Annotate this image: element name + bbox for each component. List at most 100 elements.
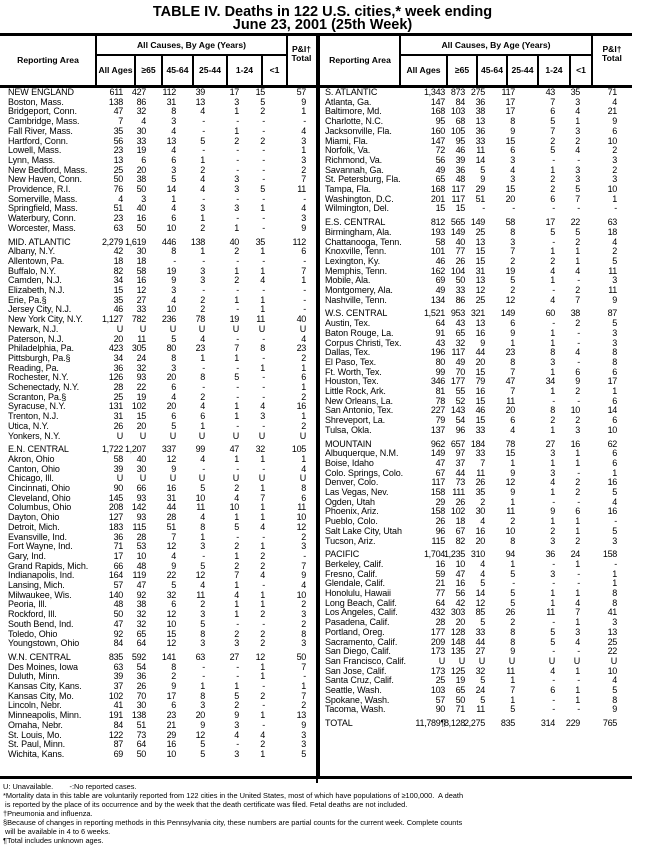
- table-row: Canton, Ohio 39 30 9- - -4: [0, 464, 645, 475]
- age-65-plus-cell: 303: [450, 607, 465, 618]
- age-25-44-cell: 9: [510, 125, 515, 136]
- pi-total-cell: -: [303, 193, 306, 204]
- age-25-44-cell: 5: [200, 748, 205, 759]
- age-25-44-cell: -: [512, 578, 515, 589]
- age-65-plus-cell: 305: [131, 343, 146, 354]
- age-1-24-cell: 4: [234, 729, 239, 740]
- age-25-44-cell: 15: [505, 448, 516, 459]
- pi-total-cell: 3: [612, 174, 617, 185]
- age-1-24-cell: 1: [234, 401, 239, 412]
- age-1-24-cell: 40: [229, 236, 240, 247]
- age-45-64-cell: 4: [171, 145, 176, 156]
- table-row: Pittsburgh, Pa.§ 34 24 8 1 1 - 2: [0, 353, 645, 364]
- age-45-64-cell: 20: [166, 372, 177, 383]
- age-1-24-cell: 1: [234, 222, 239, 233]
- pi-total-cell: 16: [607, 506, 618, 517]
- all-ages-cell: 15: [113, 285, 124, 295]
- age-45-64-cell: 33: [475, 424, 486, 435]
- pi-total-cell: 5: [612, 525, 617, 536]
- age-45-64-cell: 16: [475, 525, 486, 536]
- age-45-64-cell: 31: [166, 96, 177, 107]
- age-45-64-cell: 5: [480, 164, 485, 175]
- pi-total-cell: 9: [301, 719, 306, 730]
- table-row: Miami, Fla. 147 95 33 15 2 2 10: [0, 136, 645, 147]
- age-25-44-cell: 20: [505, 405, 516, 416]
- age-65-plus-cell: 37: [455, 457, 466, 468]
- pi-total-cell: 62: [607, 438, 618, 449]
- table-row: Albuquerque, N.M. 149 97 33 15 3 1 6: [0, 448, 645, 459]
- age-65-plus-cell: 73: [455, 477, 466, 488]
- table-row: Peoria, Ill. 48 38 6 2 1 1 2: [0, 600, 645, 610]
- pi-total-cell: 7: [301, 661, 306, 672]
- all-ages-cell: 346: [430, 376, 445, 387]
- reporting-area-name: El Paso, Tex.: [325, 356, 377, 367]
- age-45-64-cell: 15: [475, 246, 486, 257]
- table-row: Lansing, Mich. 57 47 5 4 1 - 4: [0, 580, 645, 591]
- age-1-24-cell: 2: [550, 525, 555, 536]
- age-under-1-cell: -: [262, 222, 265, 233]
- table-row: Lynn, Mass. 13 6 6 1 - - 3: [0, 154, 645, 166]
- age-1-24-cell: -: [236, 391, 239, 402]
- left-col-divider: [161, 56, 163, 85]
- age-1-24-cell: -: [236, 618, 239, 629]
- all-ages-cell: 126: [108, 372, 123, 383]
- reporting-area-name: Waterbury, Conn.: [8, 213, 76, 224]
- age-25-44-cell: 1: [200, 154, 205, 165]
- all-ages-cell: 1,722: [101, 444, 123, 455]
- age-1-24-cell: 11: [546, 607, 555, 618]
- table-row: Chattanooga, Tenn. 58 40 13 3 - 2 4: [0, 236, 645, 248]
- footnote: U: Unavailable. -:No reported cases.: [3, 782, 137, 791]
- reporting-area-name: Tampa, Fla.: [325, 184, 371, 194]
- reporting-area-name: Baltimore, Md.: [325, 106, 382, 117]
- pi-total-cell: 1: [301, 382, 306, 392]
- age-under-1-cell: 1: [575, 694, 580, 705]
- all-ages-cell: 23: [113, 213, 124, 224]
- reporting-area-name: Phoenix, Ariz.: [325, 506, 379, 517]
- age-25-44-cell: 78: [195, 314, 206, 325]
- all-ages-cell: 131: [108, 401, 123, 412]
- age-65-plus-cell: 119: [132, 570, 147, 581]
- age-25-44-cell: 3: [200, 609, 205, 620]
- age-25-44-cell: 19: [505, 265, 516, 276]
- all-ages-cell: U: [116, 323, 124, 334]
- age-25-44-cell: 2: [510, 516, 515, 527]
- table-row: Buffalo, N.Y. 82 58 19 3 1 1 7: [0, 266, 645, 277]
- age-25-44-cell: 17: [505, 96, 516, 107]
- age-65-plus-cell: 66: [136, 483, 147, 493]
- age-1-24-cell: 7: [234, 570, 239, 581]
- all-ages-cell: 36: [113, 362, 124, 373]
- age-45-64-cell: 6: [171, 700, 176, 711]
- pi-total-cell: 5: [612, 318, 617, 329]
- reporting-area-name: Atlanta, Ga.: [325, 96, 372, 107]
- all-ages-cell: 63: [113, 661, 124, 672]
- age-45-64-cell: 5: [480, 694, 485, 705]
- age-25-44-cell: 94: [505, 549, 516, 560]
- age-under-1-cell: -: [262, 193, 265, 204]
- pi-total-cell: 3: [301, 213, 306, 224]
- age-45-64-cell: 12: [475, 285, 486, 295]
- reporting-area-name: Pasadena, Calif.: [325, 617, 390, 628]
- table-row: New Orleans, La. 78 52 15 11 - - 6: [0, 396, 645, 407]
- age-65-plus-cell: 953: [450, 308, 465, 319]
- age-under-1-cell: -: [262, 391, 265, 402]
- age-25-44-cell: 8: [510, 626, 515, 637]
- panel-divider: [316, 33, 320, 779]
- reporting-area-name: Mobile, Ala.: [325, 275, 371, 286]
- age-1-24-cell: -: [236, 671, 239, 682]
- age-1-24-cell: 3: [234, 748, 239, 759]
- all-ages-cell: 95: [435, 116, 446, 127]
- pi-total-cell: 1: [612, 568, 617, 579]
- age-25-44-cell: 2: [510, 285, 515, 295]
- table-row: Boise, Idaho 47 37 7 1 1 1 6: [0, 457, 645, 469]
- age-65-plus-cell: 103: [450, 106, 465, 117]
- pi-total-cell: 6: [612, 366, 617, 377]
- table-row: Honolulu, Hawaii 77 56 14 5 1 1 8: [0, 588, 645, 599]
- age-1-24-cell: -: [552, 558, 555, 569]
- all-ages-cell: 1,704: [423, 549, 445, 560]
- pi-total-cell: 23: [296, 343, 307, 354]
- all-ages-cell: 58: [435, 236, 446, 247]
- age-45-64-cell: 10: [166, 304, 177, 315]
- pi-total-cell: 9: [612, 116, 617, 127]
- reporting-area-name: Cambridge, Mass.: [8, 116, 80, 127]
- age-under-1-cell: 1: [260, 512, 265, 523]
